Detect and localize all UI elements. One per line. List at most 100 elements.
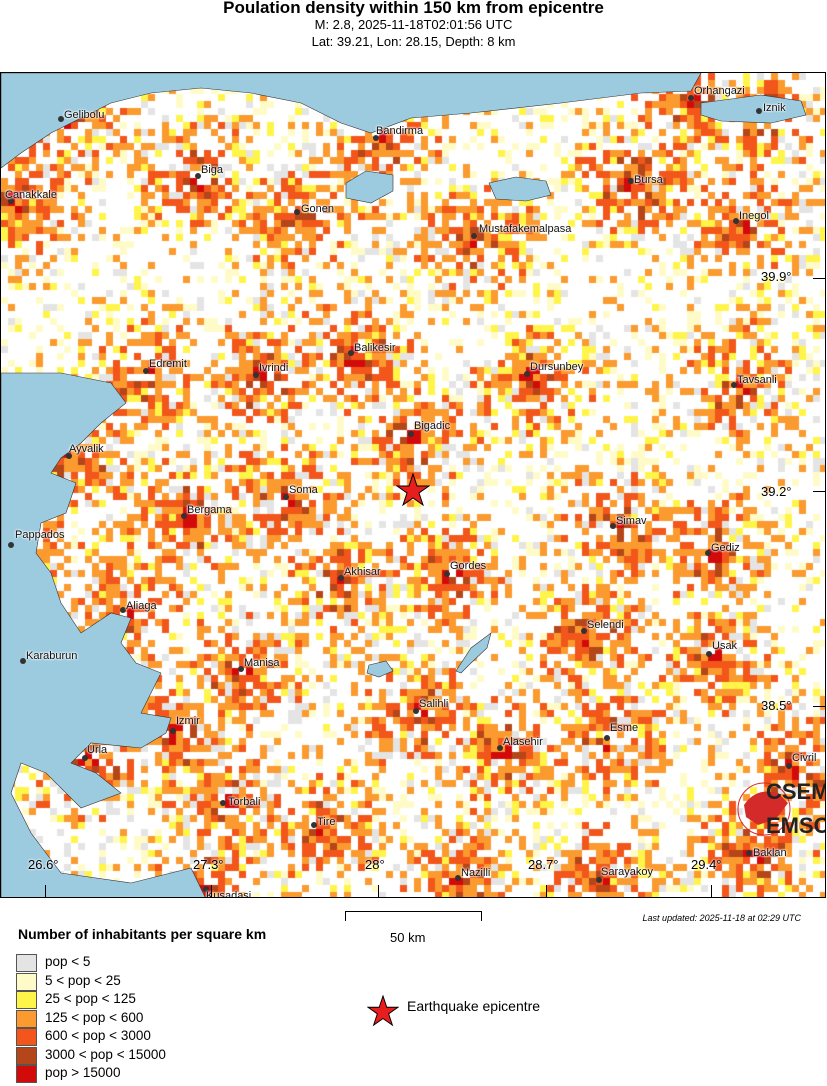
city-label: Sarayakoy — [601, 866, 653, 878]
city-label: Selendi — [587, 619, 624, 631]
city-label: Pappados — [15, 529, 65, 541]
city-label: Salihli — [419, 698, 449, 710]
city-dot-icon — [82, 755, 88, 761]
map-title: Poulation density within 150 km from epi… — [223, 0, 604, 17]
legend-label: 5 < pop < 25 — [45, 972, 121, 988]
legend-label: pop > 15000 — [45, 1065, 121, 1080]
city-dot-icon — [688, 95, 694, 101]
legend-swatch — [16, 954, 37, 972]
city-label: Gordes — [450, 560, 487, 572]
lon-tick: 28.7° — [528, 857, 559, 872]
legend-label: 600 < pop < 3000 — [45, 1028, 151, 1043]
scale-bar — [345, 911, 482, 921]
city-dot-icon — [604, 735, 610, 741]
city-dot-icon — [8, 542, 14, 548]
lake-demirkopru — [455, 632, 492, 674]
legend-label: pop < 5 — [45, 954, 91, 969]
city-dot-icon — [20, 658, 26, 664]
city-label: Esme — [610, 722, 639, 734]
city-dot-icon — [705, 550, 711, 556]
city-label: Gonen — [301, 203, 335, 215]
city-label: Baklan — [753, 847, 787, 859]
city-dot-icon — [628, 178, 634, 184]
city-dot-icon — [733, 218, 739, 224]
city-dot-icon — [444, 571, 450, 577]
lake-marmara — [366, 660, 394, 678]
city-dot-icon — [195, 173, 201, 179]
epicentre-star-icon[interactable] — [395, 472, 431, 512]
city-dot-icon — [143, 368, 149, 374]
city-label: Bigadic — [414, 420, 451, 432]
legend-epicentre: Earthquake epicentre — [366, 994, 540, 1032]
city-label: Soma — [289, 484, 318, 496]
city-dot-icon — [524, 371, 530, 377]
city-label: Dursunbey — [530, 361, 584, 373]
city-dot-icon — [373, 135, 379, 141]
city-dot-icon — [238, 666, 244, 672]
legend-swatch — [16, 1046, 37, 1065]
lat-tick: 38.5° — [761, 698, 792, 713]
legend-swatch — [16, 1009, 37, 1028]
city-label: Edremit — [149, 358, 187, 370]
legend-label: 25 < pop < 125 — [45, 991, 136, 1006]
city-label: Bursa — [634, 174, 663, 186]
city-dot-icon — [58, 116, 64, 122]
city-label: Biga — [201, 164, 224, 176]
city-dot-icon — [294, 209, 300, 215]
city-label: Tavsanli — [737, 374, 777, 386]
lon-tick: 26.6° — [28, 857, 59, 872]
city-label: Urla — [87, 744, 108, 756]
lake-uluabat — [488, 176, 552, 202]
lat-tick: 39.9° — [761, 269, 792, 284]
city-label: Manisa — [244, 657, 280, 669]
city-dot-icon — [408, 431, 414, 437]
city-label: Aliaga — [126, 600, 157, 612]
city-label: Bergama — [187, 504, 232, 516]
legend-swatch — [16, 991, 37, 1009]
city-label: Civril — [792, 752, 817, 764]
population-map[interactable]: Gelibolu Canakkale Biga Bandirma Orhangazi Iz… — [0, 72, 826, 898]
aegean-sea — [1, 372, 206, 897]
city-label: Inegol — [739, 210, 769, 222]
city-label: Usak — [712, 640, 738, 652]
city-label: Alasehir — [503, 736, 543, 748]
city-label: Tire — [317, 816, 336, 828]
city-dot-icon — [66, 453, 72, 459]
lon-tick: 28° — [365, 857, 385, 872]
legend-swatch — [16, 1065, 37, 1083]
event-location: Lat: 39.21, Lon: 28.15, Depth: 8 km — [311, 34, 516, 49]
city-dot-icon — [497, 745, 503, 751]
legend-label: 3000 < pop < 15000 — [45, 1046, 166, 1062]
lat-tick: 39.2° — [761, 484, 792, 499]
water-layer — [1, 73, 807, 897]
city-label: Balikesir — [354, 342, 396, 354]
city-dot-icon — [253, 372, 259, 378]
city-dot-icon — [610, 523, 616, 529]
city-dot-icon — [181, 513, 187, 519]
sea-of-marmara — [1, 73, 702, 169]
lon-tick: 29.4° — [691, 857, 722, 872]
city-label: Izmir — [176, 715, 200, 727]
city-dot-icon — [311, 822, 317, 828]
city-dot-icon — [120, 607, 126, 613]
city-dot-icon — [756, 108, 762, 114]
red-star-icon — [366, 994, 400, 1027]
legend-swatch — [16, 1028, 37, 1046]
city-label: Bandirma — [376, 125, 424, 137]
scale-label: 50 km — [390, 930, 426, 945]
city-label: Ivrindi — [259, 362, 289, 374]
city-label: Canakkale — [5, 189, 57, 201]
city-label: Kusadasi — [206, 890, 252, 898]
city-label: Akhisar — [344, 566, 381, 578]
lon-tick: 27.3° — [193, 857, 224, 872]
city-label: Torbali — [228, 796, 261, 808]
city-dot-icon — [746, 850, 752, 856]
city-dot-icon — [596, 877, 602, 883]
city-label: Simav — [616, 515, 647, 527]
city-label: Karaburun — [26, 650, 78, 662]
city-label: Mustafakemalpasa — [479, 223, 572, 235]
city-label: Orhangazi — [694, 85, 745, 97]
legend-title: Number of inhabitants per square km — [18, 926, 267, 942]
lake-manyas — [345, 170, 394, 204]
lake-iznik — [700, 94, 807, 124]
